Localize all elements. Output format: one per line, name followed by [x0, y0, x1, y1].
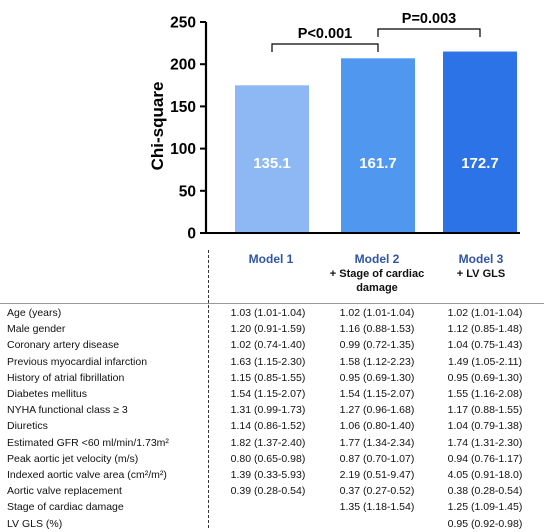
p-value-label-1: P<0.001: [298, 26, 352, 42]
row-label: Aortic valve replacement: [7, 485, 122, 498]
model-2-value: 2.19 (0.51-9.47): [339, 469, 415, 481]
bar-3: [443, 51, 517, 233]
row-label: Previous myocardial infarction: [7, 355, 148, 368]
dashed-divider: [208, 250, 209, 528]
model-1-value: 1.15 (0.85-1.55): [230, 371, 306, 384]
model-1-value: 1.63 (1.15-2.30): [230, 355, 306, 368]
model-3-value: 0.94 (0.76-1.17): [447, 452, 523, 465]
model-2-value: 1.02 (1.01-1.04): [339, 307, 415, 319]
chi-square-bar-chart: 0 50 100 150 200 250 Chi-square 135.1 161.7 172.7…: [148, 11, 520, 243]
model-2-value: 0.99 (0.72-1.35): [339, 339, 415, 352]
model-1-value: 1.39 (0.33-5.93): [230, 469, 306, 481]
model-2-value: 0.95 (0.69-1.30): [339, 371, 415, 384]
table-row: Diabetes mellitus 1.54 (1.15-2.07) 1.54 (1…: [0, 386, 544, 402]
bar-1: [235, 85, 309, 233]
p-value-label-2: P=0.003: [402, 11, 456, 27]
y-axis-label: Chi-square: [148, 82, 167, 171]
row-label: History of atrial fibrillation: [7, 371, 125, 384]
table-row: Aortic valve replacement 0.39 (0.28-0.54)…: [0, 483, 544, 499]
model-3-value: 1.25 (1.09-1.45): [447, 501, 523, 514]
model-2-value: 1.54 (1.15-2.07): [339, 388, 415, 400]
table-row: LV GLS (%) 0.95 (0.92-0.98): [0, 516, 544, 532]
bar-value-label-2: 161.7: [359, 155, 397, 172]
y-tick-label-50: 50: [179, 183, 196, 200]
model-2-value: 1.06 (0.80-1.40): [339, 420, 415, 433]
table-row: Estimated GFR <60 ml/min/1.73m² 1.82 (1.3…: [0, 435, 544, 451]
row-label: Coronary artery disease: [7, 339, 120, 352]
model-2-value: 1.35 (1.18-1.54): [339, 501, 415, 514]
model-3-value: 1.04 (0.75-1.43): [447, 339, 523, 352]
model-2-value: 0.37 (0.27-0.52): [339, 485, 415, 498]
model-3-value: 0.95 (0.92-0.98): [447, 517, 523, 530]
model-3-value: 0.38 (0.28-0.54): [447, 485, 523, 498]
row-label: Diabetes mellitus: [7, 388, 87, 400]
model-3-value: 0.95 (0.69-1.30): [447, 371, 523, 384]
model-3-value: 1.17 (0.88-1.55): [447, 404, 523, 417]
model-2-value: 1.77 (1.34-2.34): [339, 436, 415, 449]
table-top-rule: [0, 303, 544, 304]
model-3-value: 1.49 (1.05-2.11): [448, 355, 522, 368]
model-3-subtitle: + LV GLS: [456, 268, 506, 280]
bar-2: [341, 58, 415, 234]
model-1-value: 1.14 (0.86-1.52): [230, 420, 306, 433]
row-label: Age (years): [7, 307, 62, 319]
model-1-value: 1.03 (1.01-1.04): [230, 307, 306, 319]
y-tick-label-250: 250: [170, 15, 196, 32]
table-row: History of atrial fibrillation 1.15 (0.85…: [0, 370, 544, 386]
row-label: Stage of cardiac damage: [7, 501, 124, 514]
model-3-value: 1.55 (1.16-2.08): [447, 388, 523, 400]
row-label: Male gender: [7, 323, 66, 336]
model-1-value: 0.80 (0.65-0.98): [230, 452, 306, 465]
bracket-model1-model2: [271, 43, 379, 52]
model-1-value: 1.20 (0.91-1.59): [230, 323, 306, 336]
y-tick-label-100: 100: [170, 141, 196, 158]
model-3-value: 1.02 (1.01-1.04): [447, 307, 523, 319]
row-label: Estimated GFR <60 ml/min/1.73m²: [7, 436, 169, 449]
model-3-title: Model 3: [458, 252, 504, 266]
model-2-value: 1.58 (1.12-2.23): [339, 355, 415, 368]
model-3-value: 1.12 (0.85-1.48): [447, 323, 523, 336]
model-3-value: 4.05 (0.91-18.0): [447, 469, 523, 481]
model-1-title: Model 1: [248, 252, 294, 266]
table-row: Previous myocardial infarction 1.63 (1.15…: [0, 354, 544, 370]
table-row: Age (years) 1.03 (1.01-1.04) 1.02 (1.01-1.…: [0, 305, 544, 321]
table-row: Coronary artery disease 1.02 (0.74-1.40) 0…: [0, 337, 544, 353]
model-1-value: 0.39 (0.28-0.54): [230, 485, 306, 498]
y-tick-label-150: 150: [170, 99, 196, 116]
row-label: Indexed aortic valve area (cm²/m²): [7, 469, 167, 481]
model-1-header: Model 1: [221, 252, 321, 267]
table-row: Stage of cardiac damage 1.35 (1.18-1.54) 1…: [0, 499, 544, 515]
row-label: LV GLS (%): [7, 517, 63, 530]
model-2-subtitle: + Stage of cardiac damage: [329, 268, 425, 294]
table-row: Indexed aortic valve area (cm²/m²) 1.39 (…: [0, 467, 544, 483]
bar-value-label-3: 172.7: [461, 155, 499, 172]
table-row: Diuretics 1.14 (0.86-1.52) 1.06 (0.80-1.40…: [0, 418, 544, 434]
model-2-value: 0.87 (0.70-1.07): [339, 452, 415, 465]
model-3-header: Model 3 + LV GLS: [431, 252, 531, 281]
y-tick-label-200: 200: [170, 57, 196, 74]
bracket-model2-model3: [377, 28, 481, 37]
model-1-value: 1.54 (1.15-2.07): [230, 388, 306, 400]
model-1-value: 1.82 (1.37-2.40): [230, 436, 306, 449]
table-row: Peak aortic jet velocity (m/s) 0.80 (0.65…: [0, 451, 544, 467]
model-3-value: 1.04 (0.79-1.38): [447, 420, 523, 433]
row-label: Diuretics: [7, 420, 48, 433]
row-label: Peak aortic jet velocity (m/s): [7, 452, 139, 465]
model-1-value: 1.02 (0.74-1.40): [230, 339, 306, 352]
model-2-value: 1.16 (0.88-1.53): [339, 323, 415, 336]
model-3-value: 1.74 (1.31-2.30): [447, 436, 523, 449]
table-row: NYHA functional class ≥ 3 1.31 (0.99-1.73…: [0, 402, 544, 418]
model-2-header: Model 2 + Stage of cardiac damage: [327, 252, 427, 295]
bar-value-label-1: 135.1: [253, 155, 291, 172]
model-2-title: Model 2: [354, 252, 400, 266]
table-row: Male gender 1.20 (0.91-1.59) 1.16 (0.88-1.…: [0, 321, 544, 337]
y-tick-label-0: 0: [187, 226, 196, 243]
row-label: NYHA functional class ≥ 3: [7, 404, 128, 417]
model-1-value: 1.31 (0.99-1.73): [230, 404, 306, 417]
model-2-value: 1.27 (0.96-1.68): [339, 404, 415, 417]
